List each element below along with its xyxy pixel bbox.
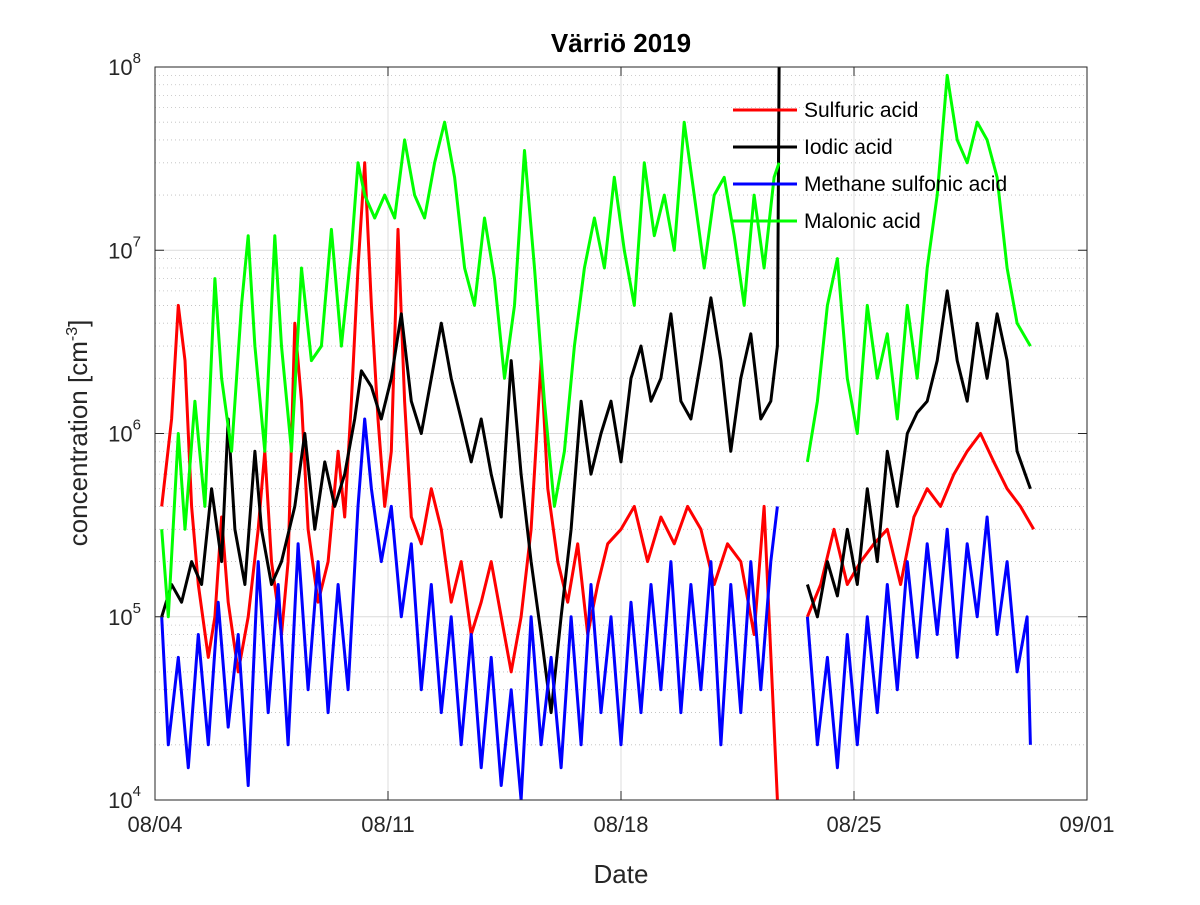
- series-line-4: [160, 73, 1032, 619]
- y-tick-base: 10: [108, 788, 132, 813]
- series-line-1: [160, 161, 1035, 800]
- y-tick-label: 107: [108, 233, 141, 263]
- y-tick-base: 10: [108, 605, 132, 630]
- x-tick-label: 09/01: [1059, 812, 1114, 837]
- legend-label: Iodic acid: [804, 136, 893, 159]
- y-tick-exponent: 8: [133, 50, 141, 67]
- y-tick-exponent: 7: [133, 233, 141, 250]
- series-line-2: [160, 67, 1032, 715]
- y-tick-label: 108: [108, 50, 141, 80]
- x-tick-label: 08/11: [361, 812, 414, 837]
- y-tick-base: 10: [108, 238, 132, 263]
- y-tick-base: 10: [108, 422, 132, 447]
- y-axis-label-superscript: -3: [64, 327, 81, 341]
- y-tick-exponent: 4: [133, 783, 141, 800]
- x-tick-label: 08/25: [826, 812, 881, 837]
- svg-text:concentration [cm-3]: concentration [cm-3]: [63, 320, 93, 547]
- legend-label: Methane sulfonic acid: [804, 173, 1007, 196]
- legend: Sulfuric acid Iodic acid Methane sulfonic …: [733, 99, 1007, 233]
- y-axis-label-text: concentration [cm: [63, 341, 93, 546]
- legend-label: Malonic acid: [804, 210, 921, 233]
- x-tick-label: 08/18: [593, 812, 648, 837]
- series-lines: [160, 67, 1035, 800]
- y-tick-exponent: 5: [133, 600, 141, 617]
- chart-title: Värriö 2019: [551, 28, 691, 58]
- x-tick-label: 08/04: [127, 812, 182, 837]
- y-tick-label: 106: [108, 417, 141, 447]
- y-tick-label: 105: [108, 600, 141, 630]
- x-axis-label: Date: [594, 859, 649, 889]
- y-axis-label: concentration [cm-3]: [63, 320, 93, 547]
- y-tick-exponent: 6: [133, 417, 141, 434]
- y-tick-label: 104: [108, 783, 141, 813]
- legend-label: Sulfuric acid: [804, 99, 918, 122]
- y-tick-base: 10: [108, 55, 132, 80]
- series-line-3: [160, 417, 1032, 800]
- y-axis-label-close: ]: [63, 320, 93, 327]
